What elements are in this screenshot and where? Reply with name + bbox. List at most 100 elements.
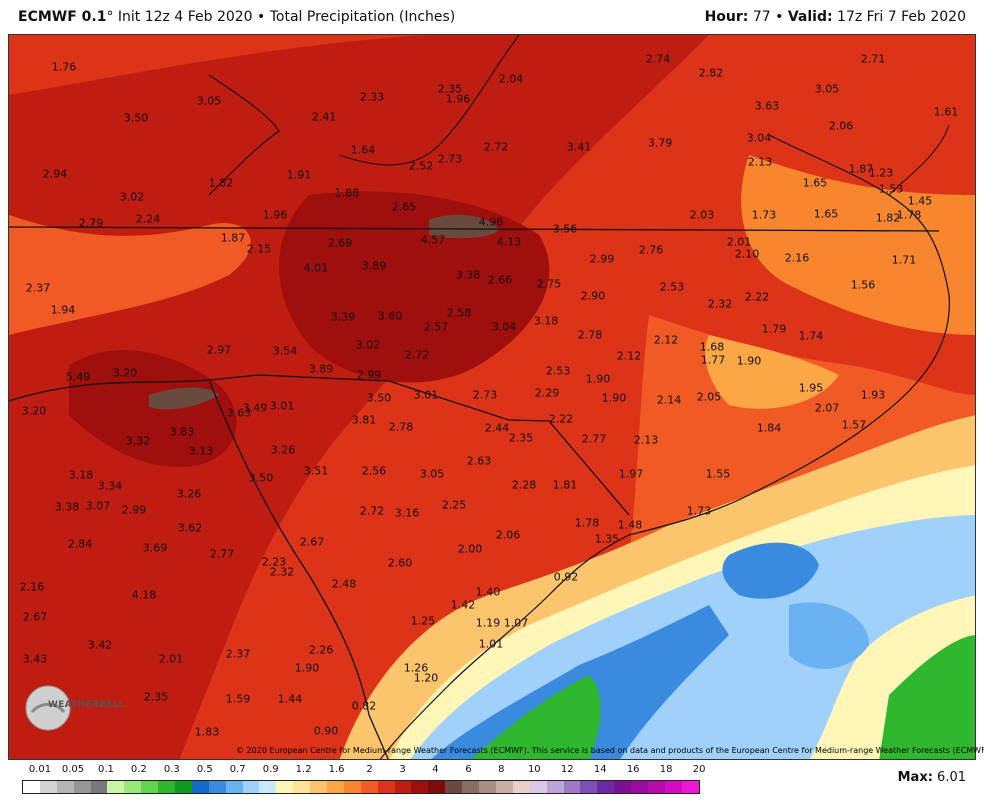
precipitation-map[interactable]: 1.76 2.74 2.82 2.71 3.05 2.33 2.35 1.96 2.04 3.63…: [8, 34, 976, 760]
precip-value: 3.69: [142, 541, 168, 555]
legend-swatch: [191, 781, 209, 793]
precip-value: 2.77: [209, 547, 235, 561]
legend-swatch: [23, 781, 40, 793]
precip-value: 2.79: [78, 216, 104, 230]
precip-value: 2.76: [638, 243, 664, 257]
precip-value: 3.18: [68, 468, 94, 482]
precip-value: 3.05: [419, 467, 445, 481]
precip-value: 3.51: [303, 464, 329, 478]
precip-value: 1.65: [813, 207, 839, 221]
precip-value: 2.84: [67, 537, 93, 551]
precip-value: 3.02: [355, 338, 381, 352]
legend-swatch: [225, 781, 243, 793]
legend-swatch: [360, 781, 378, 793]
precip-value: 3.38: [54, 500, 80, 514]
legend-label: 0.1: [97, 764, 114, 775]
precip-value: 1.07: [503, 616, 529, 630]
legend-label: 0.01: [28, 764, 52, 775]
precip-value: 2.29: [534, 386, 560, 400]
precip-value: 2.90: [580, 289, 606, 303]
precip-value: 3.26: [270, 443, 296, 457]
header-bar: ECMWF 0.1° Init 12z 4 Feb 2020 • Total P…: [0, 0, 984, 34]
precip-value: 2.03: [689, 208, 715, 222]
legend-label: 0.05: [61, 764, 85, 775]
precip-value: 2.63: [466, 454, 492, 468]
precip-value: 2.28: [511, 478, 537, 492]
precip-value: 1.76: [51, 60, 77, 74]
model-name: ECMWF 0.1: [18, 9, 107, 25]
precip-value: 2.44: [484, 421, 510, 435]
precip-value: 1.90: [601, 391, 627, 405]
logo-graphic: [25, 685, 71, 731]
precip-value: 3.50: [366, 391, 392, 405]
precip-value: 2.33: [359, 90, 385, 104]
product-name: Total Precipitation (Inches): [269, 9, 456, 25]
legend-swatch: [563, 781, 581, 793]
legend-swatch: [681, 781, 699, 793]
precip-value: 3.01: [413, 388, 439, 402]
legend-swatch: [259, 781, 277, 793]
precip-value: 2.78: [388, 420, 414, 434]
precip-value: 2.22: [548, 412, 574, 426]
precip-value: 3.43: [22, 652, 48, 666]
legend-label: 4: [432, 764, 439, 775]
legend-swatch: [276, 781, 294, 793]
precip-value: 1.73: [751, 208, 777, 222]
precip-value: 3.89: [308, 362, 334, 376]
max-spot-west: [149, 387, 219, 410]
legend-swatch: [124, 781, 142, 793]
precip-value: 1.48: [617, 518, 643, 532]
precip-value: 2.94: [42, 167, 68, 181]
coastline: [379, 134, 950, 759]
weatherbell-logo: WEATHERBELL: [18, 678, 125, 738]
precip-value: 3.26: [176, 487, 202, 501]
legend-label: 1.2: [295, 764, 312, 775]
legend-label: 2: [366, 764, 373, 775]
legend-swatch: [90, 781, 108, 793]
precip-value: 1.83: [194, 725, 220, 739]
precip-value: 1.84: [756, 421, 782, 435]
precip-value: 2.48: [331, 577, 357, 591]
precip-value: 3.50: [123, 111, 149, 125]
legend-swatch: [343, 781, 361, 793]
precip-value: 3.49: [242, 401, 268, 415]
precip-value: 2.56: [361, 464, 387, 478]
precip-value: 3.18: [533, 314, 559, 328]
precip-value: 1.19: [475, 616, 501, 630]
precip-value: 2.60: [387, 556, 413, 570]
precip-value: 1.96: [262, 208, 288, 222]
precip-value: 2.74: [645, 52, 671, 66]
border-va-north: [338, 35, 520, 166]
border-wv: [208, 74, 280, 196]
precip-value: 1.40: [475, 585, 501, 599]
bullet-separator: •: [257, 9, 266, 25]
legend-label: 20: [692, 764, 706, 775]
precip-value: 2.07: [814, 401, 840, 415]
precip-value: 2.82: [698, 66, 724, 80]
precip-value: 1.97: [618, 467, 644, 481]
precip-value: 3.60: [377, 309, 403, 323]
moderate-band-west: [9, 215, 251, 335]
precip-value: 2.37: [225, 647, 251, 661]
precip-value: 2.72: [404, 348, 430, 362]
precip-value: 1.57: [841, 418, 867, 432]
precip-value: 1.87: [848, 162, 874, 176]
precip-value: 3.56: [552, 222, 578, 236]
precip-value: 2.67: [22, 610, 48, 624]
legend-label: 1.6: [328, 764, 345, 775]
precip-value: 3.20: [112, 366, 138, 380]
precip-value: 1.74: [798, 329, 824, 343]
precip-value: 3.05: [196, 94, 222, 108]
precip-value: 3.39: [330, 310, 356, 324]
light-band-pamlico: [705, 335, 839, 409]
precip-value: 2.77: [581, 432, 607, 446]
legend-swatch: [479, 781, 496, 793]
precip-value: 5.49: [65, 370, 91, 384]
precip-value: 4.57: [420, 233, 446, 247]
precip-value: 1.20: [413, 671, 439, 685]
precip-value: 1.90: [585, 372, 611, 386]
legend-swatch: [445, 781, 463, 793]
precip-value: 3.38: [455, 268, 481, 282]
precip-value: 2.72: [483, 140, 509, 154]
precip-value: 3.79: [647, 136, 673, 150]
